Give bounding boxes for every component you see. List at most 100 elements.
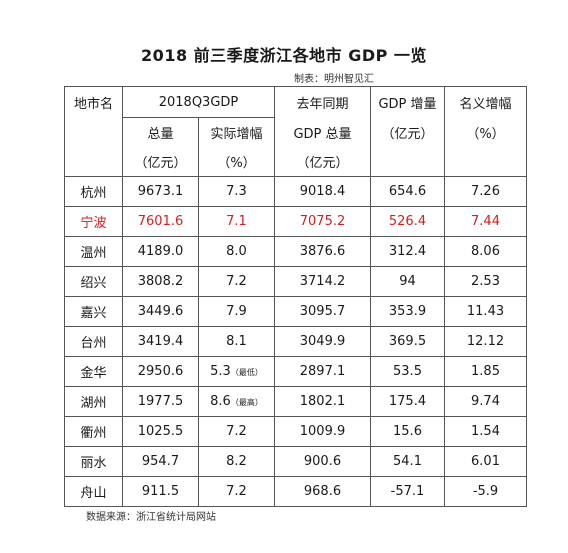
cell-last-year-value: 1009.9 bbox=[299, 424, 346, 439]
cell-city: 舟山 bbox=[64, 476, 123, 507]
cell-last-year-value: 3095.7 bbox=[299, 304, 346, 319]
cell-city-value: 宁波 bbox=[80, 216, 107, 231]
cell-increase-value: -57.1 bbox=[390, 484, 425, 499]
table-row: 台州 3419.4 8.1 3049.9 369.5 12.12 bbox=[64, 326, 527, 357]
header-total-unit: （亿元） bbox=[122, 147, 199, 177]
cell-increase: 369.5 bbox=[370, 326, 445, 357]
header-blank-inc bbox=[370, 147, 445, 177]
cell-last-year: 3876.6 bbox=[274, 236, 371, 267]
cell-city-value: 舟山 bbox=[80, 486, 107, 501]
cell-nominal-growth: 1.54 bbox=[444, 416, 527, 447]
table-maker-credit: 制表：明州智见汇 bbox=[294, 74, 374, 85]
cell-real-growth: 7.9 bbox=[198, 296, 275, 327]
table-row: 舟山 911.5 7.2 968.6 -57.1 -5.9 bbox=[64, 476, 527, 507]
cell-last-year-value: 3049.9 bbox=[299, 334, 346, 349]
cell-city-value: 杭州 bbox=[80, 186, 107, 201]
cell-city-value: 金华 bbox=[80, 366, 107, 381]
cell-city-value: 丽水 bbox=[80, 456, 107, 471]
cell-real-growth: 7.2 bbox=[198, 416, 275, 447]
cell-nominal-growth: 7.44 bbox=[444, 206, 527, 237]
cell-increase: 526.4 bbox=[370, 206, 445, 237]
cell-nominal-growth: 7.26 bbox=[444, 176, 527, 207]
cell-city: 衢州 bbox=[64, 416, 123, 447]
cell-real-growth: 5.3（最低） bbox=[198, 356, 275, 387]
header-nominal-growth: 名义增幅 bbox=[444, 86, 527, 118]
cell-total-value: 954.7 bbox=[141, 454, 180, 469]
gdp-table: 地市名 2018Q3GDP 去年同期 GDP 增量 名义增幅 总量 实际增幅 G… bbox=[64, 86, 527, 507]
cell-city: 湖州 bbox=[64, 386, 123, 417]
cell-nominal-growth-value: 1.54 bbox=[471, 424, 500, 439]
cell-increase-value: 175.4 bbox=[388, 394, 427, 409]
cell-real-growth-value: 7.2 bbox=[226, 424, 247, 439]
table-body: 杭州 9673.1 7.3 9018.4 654.6 7.26 宁波 7601.6 7.1 707… bbox=[64, 176, 527, 507]
cell-real-growth: 7.2 bbox=[198, 266, 275, 297]
cell-increase-value: 654.6 bbox=[388, 184, 427, 199]
cell-nominal-growth: 9.74 bbox=[444, 386, 527, 417]
cell-city-value: 衢州 bbox=[80, 426, 107, 441]
cell-real-growth-value: 8.0 bbox=[226, 244, 247, 259]
cell-total: 7601.6 bbox=[122, 206, 199, 237]
table-row: 嘉兴 3449.6 7.9 3095.7 353.9 11.43 bbox=[64, 296, 527, 327]
cell-real-growth: 8.2 bbox=[198, 446, 275, 477]
cell-total: 2950.6 bbox=[122, 356, 199, 387]
cell-real-growth: 8.6（最高） bbox=[198, 386, 275, 417]
table-row: 金华 2950.6 5.3（最低） 2897.1 53.5 1.85 bbox=[64, 356, 527, 387]
cell-nominal-growth: -5.9 bbox=[444, 476, 527, 507]
cell-increase-value: 53.5 bbox=[393, 364, 422, 379]
cell-nominal-growth-value: 11.43 bbox=[466, 304, 505, 319]
cell-last-year: 1009.9 bbox=[274, 416, 371, 447]
cell-last-year: 9018.4 bbox=[274, 176, 371, 207]
cell-city-value: 嘉兴 bbox=[80, 306, 107, 321]
cell-total-value: 3808.2 bbox=[137, 274, 184, 289]
cell-city: 台州 bbox=[64, 326, 123, 357]
cell-last-year: 2897.1 bbox=[274, 356, 371, 387]
cell-last-year-value: 3876.6 bbox=[299, 244, 346, 259]
cell-total: 954.7 bbox=[122, 446, 199, 477]
cell-last-year: 900.6 bbox=[274, 446, 371, 477]
table-row: 丽水 954.7 8.2 900.6 54.1 6.01 bbox=[64, 446, 527, 477]
growth-note: （最高） bbox=[230, 398, 263, 407]
cell-total-value: 9673.1 bbox=[137, 184, 184, 199]
cell-total: 3808.2 bbox=[122, 266, 199, 297]
cell-total-value: 1025.5 bbox=[137, 424, 184, 439]
table-row: 杭州 9673.1 7.3 9018.4 654.6 7.26 bbox=[64, 176, 527, 207]
table-row: 宁波 7601.6 7.1 7075.2 526.4 7.44 bbox=[64, 206, 527, 237]
cell-city: 杭州 bbox=[64, 176, 123, 207]
cell-increase-value: 526.4 bbox=[388, 214, 427, 229]
cell-total-value: 4189.0 bbox=[137, 244, 184, 259]
cell-real-growth: 8.0 bbox=[198, 236, 275, 267]
cell-real-growth-value: 7.2 bbox=[226, 274, 247, 289]
header-city-blank bbox=[64, 117, 123, 147]
header-gdp-increase: GDP 增量 bbox=[370, 86, 445, 118]
data-source-note: 数据来源：浙江省统计局网站 bbox=[86, 512, 216, 523]
cell-increase: 353.9 bbox=[370, 296, 445, 327]
cell-increase: -57.1 bbox=[370, 476, 445, 507]
cell-last-year-value: 968.6 bbox=[303, 484, 342, 499]
header-blank-nominal bbox=[444, 147, 527, 177]
cell-increase-value: 353.9 bbox=[388, 304, 427, 319]
cell-total-value: 3419.4 bbox=[137, 334, 184, 349]
cell-city: 金华 bbox=[64, 356, 123, 387]
cell-city: 宁波 bbox=[64, 206, 123, 237]
cell-last-year-value: 9018.4 bbox=[299, 184, 346, 199]
cell-real-growth-value: 7.9 bbox=[226, 304, 247, 319]
cell-nominal-growth-value: 2.53 bbox=[471, 274, 500, 289]
cell-increase: 94 bbox=[370, 266, 445, 297]
table-row: 湖州 1977.5 8.6（最高） 1802.1 175.4 9.74 bbox=[64, 386, 527, 417]
cell-total: 1025.5 bbox=[122, 416, 199, 447]
cell-real-growth-value: 7.3 bbox=[226, 184, 247, 199]
header-nominal-unit: （%） bbox=[444, 117, 527, 147]
cell-city: 丽水 bbox=[64, 446, 123, 477]
cell-last-year: 3095.7 bbox=[274, 296, 371, 327]
cell-real-growth-value: 7.2 bbox=[226, 484, 247, 499]
cell-total-value: 1977.5 bbox=[137, 394, 184, 409]
cell-last-year: 1802.1 bbox=[274, 386, 371, 417]
cell-nominal-growth: 8.06 bbox=[444, 236, 527, 267]
cell-nominal-growth: 12.12 bbox=[444, 326, 527, 357]
cell-nominal-growth: 2.53 bbox=[444, 266, 527, 297]
cell-city-value: 绍兴 bbox=[80, 276, 107, 291]
cell-nominal-growth-value: 7.44 bbox=[471, 214, 500, 229]
header-real-growth: 实际增幅 bbox=[198, 117, 275, 147]
cell-last-year-value: 1802.1 bbox=[299, 394, 346, 409]
cell-increase: 54.1 bbox=[370, 446, 445, 477]
